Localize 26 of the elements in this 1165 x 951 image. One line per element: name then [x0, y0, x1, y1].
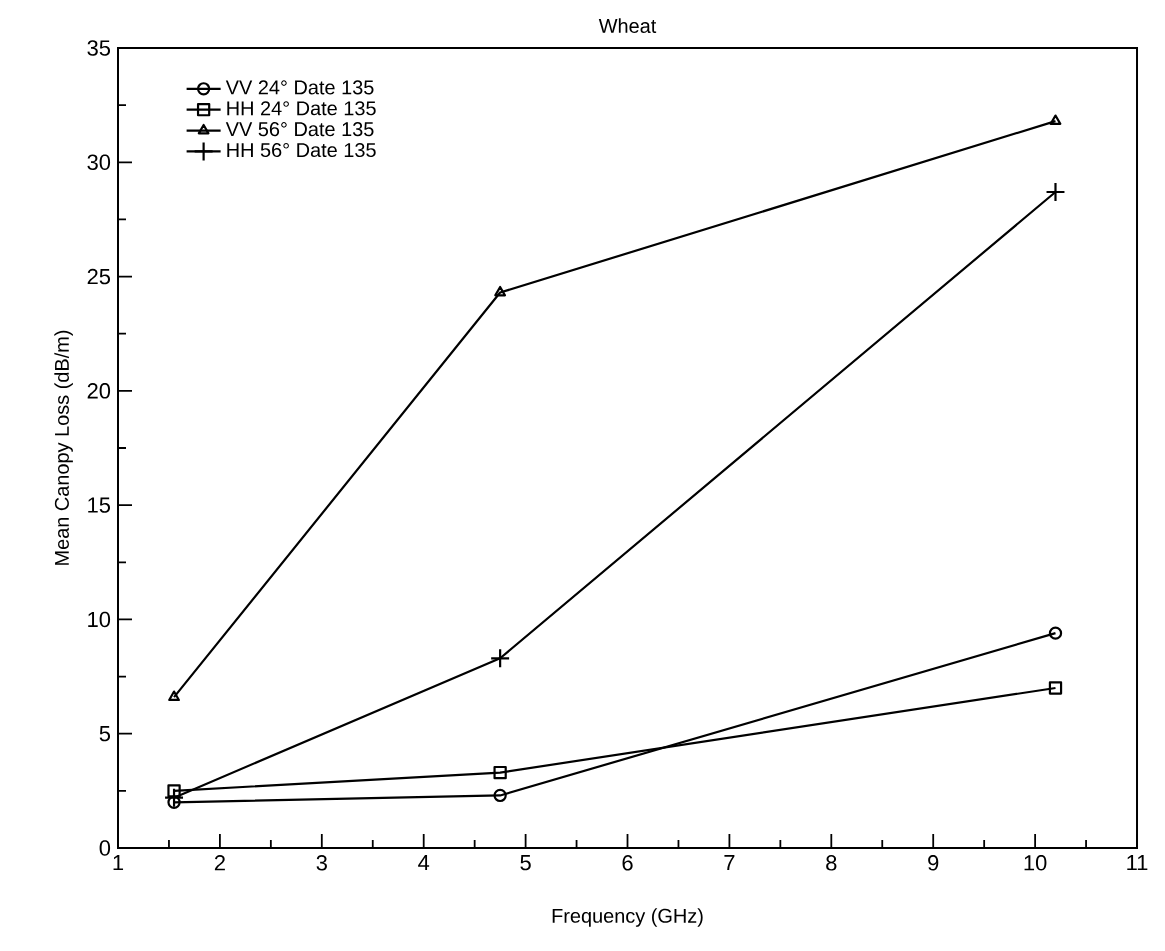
y-axis-title: Mean Canopy Loss (dB/m): [54, 330, 73, 565]
x-tick-label: 11: [1127, 855, 1148, 871]
legend-label: HH 24° Date 135: [227, 101, 376, 116]
x-tick-label: 9: [928, 855, 939, 871]
x-tick-label: 1: [113, 855, 124, 871]
y-tick-label: 10: [88, 611, 111, 628]
y-tick-label: 5: [99, 726, 111, 742]
chart-title: Wheat: [598, 18, 657, 33]
legend-label: VV 56° Date 135: [225, 122, 374, 137]
x-tick-label: 8: [826, 855, 837, 871]
x-tick-label: 3: [316, 855, 327, 871]
y-tick-label: 25: [87, 268, 111, 285]
x-tick-label: 4: [418, 855, 430, 871]
y-tick-label: 0: [99, 840, 111, 856]
x-axis-title: Frequency (GHz): [552, 908, 703, 927]
y-tick-label: 15: [88, 497, 111, 513]
x-tick-label: 5: [520, 855, 531, 871]
x-tick-label: 10: [1024, 855, 1047, 871]
legend-label: HH 56° Date 135: [227, 142, 376, 158]
x-tick-label: 7: [724, 855, 735, 871]
y-tick-label: 30: [87, 154, 111, 171]
x-tick-label: 2: [214, 855, 225, 871]
x-tick-label: 6: [622, 855, 633, 871]
y-tick-label: 35: [87, 40, 111, 56]
y-tick-label: 20: [87, 383, 111, 399]
legend-label: VV 24° Date 135: [225, 80, 374, 95]
